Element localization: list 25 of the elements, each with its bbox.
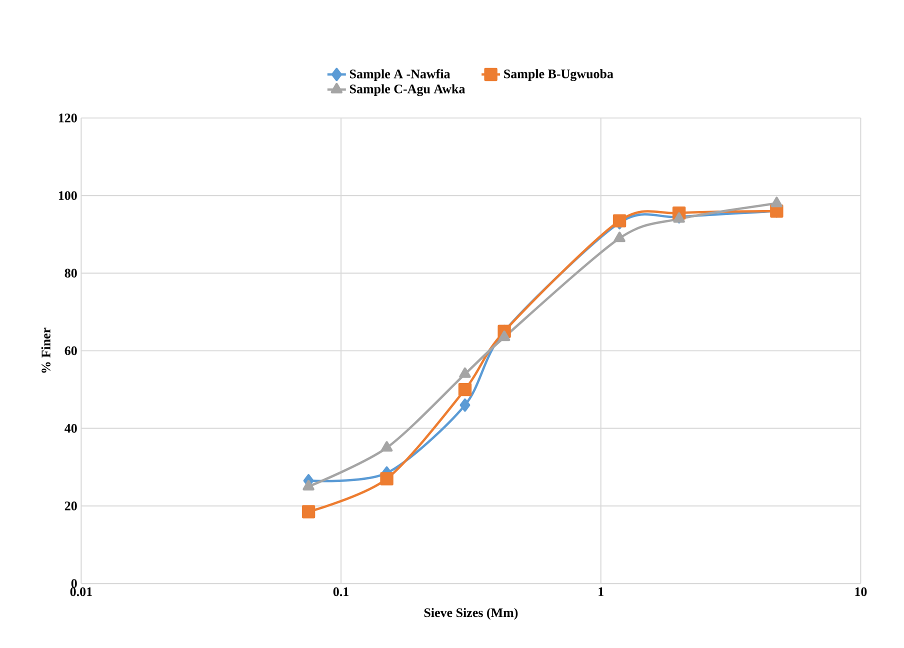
point [380,440,393,452]
y-tick-label: 80 [64,268,77,278]
point [380,472,394,486]
y-tick-label: 0 [71,578,77,588]
point [460,398,470,412]
x-tick-label: 0.1 [333,587,348,596]
y-tick-label: 20 [64,501,77,510]
y-tick-label: 40 [64,424,77,432]
y-tick-label: 60 [64,346,77,355]
legend-label: Sample A -Nawfia [350,68,450,81]
legend-label: Sample C-Agu Awka [350,84,466,96]
y-tick-label: 120 [58,113,77,122]
point [302,504,316,518]
point [614,231,626,242]
y-tick-label: 100 [58,190,77,200]
x-tick-label: 0.01 [70,587,92,596]
y-axis-title: % Finer [41,328,50,372]
x-tick-label: 1 [598,587,604,596]
point [459,367,471,378]
point [458,382,472,396]
x-tick-label: 10 [855,587,867,596]
legend-label: Sample B-Ugwuoba [504,68,614,81]
point [770,196,783,208]
x-axis-title: Sieve Sizes (Mm) [424,608,518,620]
point [302,480,314,490]
